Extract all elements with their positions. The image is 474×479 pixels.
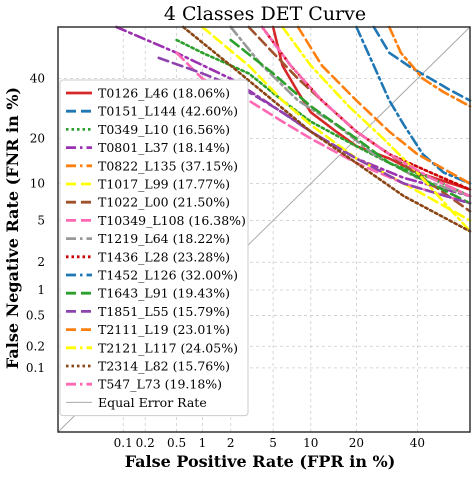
y-axis-label: False Negative Rate (FNR in %) [3, 87, 22, 369]
legend-label: T547_L73 (19.18%) [98, 377, 222, 392]
x-tick-label: 40 [410, 436, 425, 450]
y-tick-label: 0.1 [26, 361, 45, 375]
legend-label: T2121_L117 (24.05%) [98, 340, 238, 355]
y-tick-label: 40 [30, 72, 45, 86]
y-tick-label: 10 [30, 176, 45, 190]
y-tick-label: 0.5 [26, 308, 45, 322]
legend-label: T1219_L64 (18.22%) [98, 231, 230, 246]
series-line [296, 25, 472, 185]
series-line [355, 25, 472, 185]
legend-label: T1851_L55 (15.79%) [98, 304, 230, 319]
legend-label: T1452_L126 (32.00%) [98, 268, 238, 283]
legend-label: T0126_L46 (18.06%) [98, 86, 230, 101]
series-line [260, 25, 472, 191]
x-tick-label: 20 [349, 436, 364, 450]
y-tick-label: 5 [37, 214, 45, 228]
series-line [260, 25, 472, 198]
series-line [372, 25, 472, 102]
series-line [115, 25, 472, 198]
legend-label: T0349_L10 (16.56%) [98, 122, 230, 137]
series-line [181, 25, 472, 233]
series-line [281, 25, 472, 233]
legend-label: T2111_L19 (23.01%) [98, 322, 230, 337]
legend-label: T0822_L135 (37.15%) [98, 158, 238, 173]
legend-label: T10349_L108 (16.38%) [98, 213, 246, 228]
legend-label: T1643_L91 (19.43%) [98, 286, 230, 301]
series-line [157, 56, 472, 205]
y-tick-label: 2 [37, 255, 45, 269]
legend-label: T1436_L28 (23.28%) [98, 249, 230, 264]
x-axis-label: False Positive Rate (FPR in %) [125, 452, 396, 471]
x-tick-label: 5 [269, 436, 277, 450]
legend-label: T0801_L37 (18.14%) [98, 140, 230, 155]
x-tick-label: 0.2 [136, 436, 155, 450]
x-tick-label: 10 [303, 436, 318, 450]
y-tick-label: 0.2 [26, 339, 45, 353]
series-lines [57, 25, 472, 433]
legend-label: T0151_L144 (42.60%) [98, 104, 238, 119]
series-line [387, 25, 472, 108]
legend: T0126_L46 (18.06%) T0151_L144 (42.60%) T03… [59, 79, 249, 417]
legend-label: T1022_L00 (21.50%) [98, 195, 230, 210]
y-tick-label: 1 [37, 283, 45, 297]
legend-label: Equal Error Rate [98, 395, 207, 410]
y-tick-label: 20 [30, 132, 45, 146]
x-tick-label: 0.5 [167, 436, 186, 450]
legend-box [59, 79, 249, 417]
chart-title: 4 Classes DET Curve [164, 3, 366, 25]
x-tick-label: 2 [227, 436, 235, 450]
x-tick-label: 0.1 [114, 436, 133, 450]
x-tick-label: 1 [199, 436, 207, 450]
series-line [229, 38, 472, 205]
plot-frame [57, 26, 471, 433]
legend-label: T2314_L82 (15.76%) [98, 359, 230, 374]
legend-label: T1017_L99 (17.77%) [98, 177, 230, 192]
